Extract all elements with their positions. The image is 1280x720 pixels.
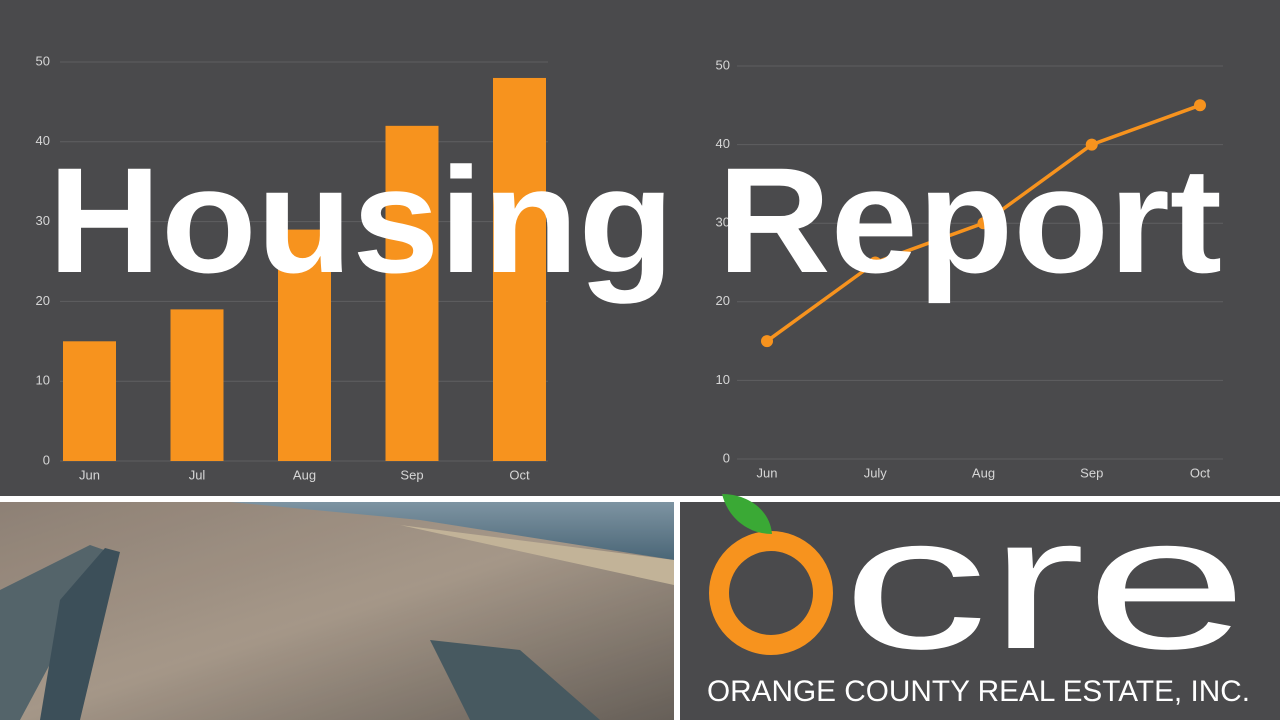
logo-orange [709, 531, 833, 655]
point [977, 217, 990, 230]
divider [674, 496, 680, 720]
title: Housing Report [48, 136, 1222, 304]
y-tick-label: 30 [716, 215, 730, 230]
point [1194, 99, 1206, 112]
point [869, 256, 882, 269]
point [761, 335, 773, 348]
x-tick-label: Oct [509, 467, 530, 482]
x-tick-label: Sep [400, 467, 423, 482]
x-tick-label: Jul [189, 467, 206, 482]
y-tick-label: 50 [716, 57, 730, 72]
x-tick-label: Sep [1080, 465, 1103, 480]
company-name: ORANGE COUNTY REAL ESTATE, INC. [707, 675, 1250, 708]
y-tick-label: 0 [43, 452, 50, 467]
charts: 0 10 20 30 40 50 Jun Jul Aug Sep Oct 0 10 20 30 40 50 Jun… [36, 53, 1223, 482]
x-tick-label: Aug [972, 465, 995, 480]
bar [170, 309, 224, 461]
x-tick-label: Oct [1190, 465, 1211, 480]
y-tick-label: 0 [723, 450, 730, 465]
bar [278, 229, 331, 461]
logo: cre ORANGE COUNTY REAL ESTATE, INC. [707, 477, 1250, 708]
x-tick-label: Jun [757, 465, 778, 480]
y-tick-label: 20 [716, 293, 730, 308]
divider [0, 496, 1280, 502]
y-tick-label: 50 [36, 53, 50, 68]
photo [0, 502, 674, 720]
x-tick-label: Jun [79, 467, 100, 482]
bar [385, 125, 439, 461]
y-tick-label: 30 [36, 213, 50, 228]
y-tick-label: 10 [716, 372, 730, 387]
x-tick-label: Aug [293, 467, 316, 482]
bar [493, 77, 546, 462]
logo-leaf [722, 494, 772, 534]
y-tick-label: 40 [716, 136, 730, 151]
x-tick-label: July [864, 465, 888, 480]
y-tick-label: 10 [36, 373, 50, 388]
point [1085, 138, 1098, 151]
y-tick-label: 20 [36, 293, 50, 308]
y-tick-label: 40 [36, 133, 50, 148]
bar [63, 341, 116, 461]
logo-wordmark: cre [842, 477, 1248, 689]
